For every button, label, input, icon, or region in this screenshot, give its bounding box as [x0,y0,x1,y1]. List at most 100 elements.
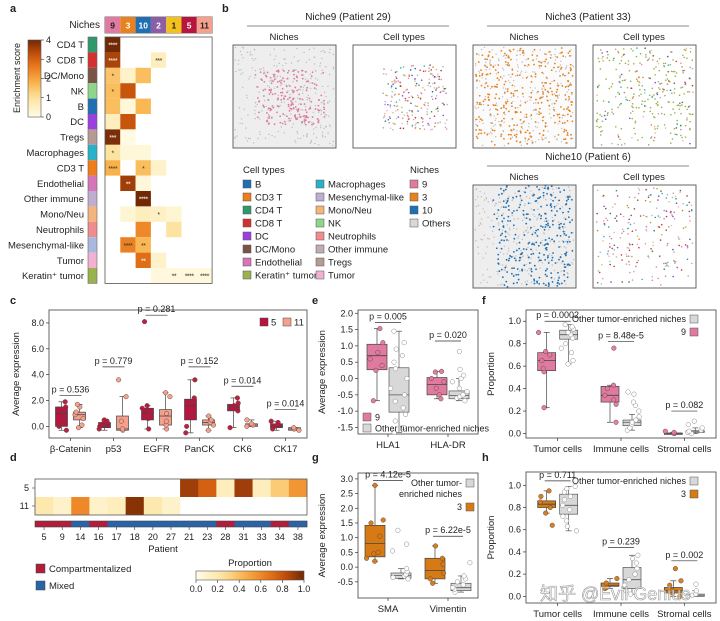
background-cell-dot [553,269,556,272]
niche-cell-dot [544,217,547,220]
niche-cell-dot [551,238,553,241]
background-cell-dot [528,122,530,125]
heatmap-cell [198,479,217,497]
niche-cell-dot [503,137,505,140]
background-cell-dot [267,85,269,87]
heatmap-cell [135,237,151,253]
y-tick-label: 0.2 [508,406,521,416]
row-label: 11 [20,501,29,511]
cell-type-dot [415,84,417,87]
background-cell-dot [327,101,329,103]
niche-cell-dot [295,118,298,120]
niche-cell-dot [512,128,515,131]
cell-type-dot [689,120,691,123]
y-tick-label: 1.5 [340,325,353,335]
data-point [268,418,274,424]
data-point [391,328,397,334]
niche-cell-dot [564,74,566,77]
background-cell-dot [508,227,510,229]
cell-type-dot [682,203,685,205]
niche-cell-dot [281,87,284,90]
background-cell-dot [234,136,236,139]
patient-type-cell [270,521,290,527]
x-tick-label: Tumor cells [533,609,582,620]
background-cell-dot [313,47,315,49]
cell-type-dot [598,126,601,129]
cell-type-dot [631,243,634,246]
niche-cell-dot [509,254,512,257]
niche-cell-dot [298,113,301,116]
cell-type-dot [679,104,681,107]
data-point [235,408,241,414]
cell-type-dot [398,99,401,101]
niche-cell-dot [541,71,544,74]
background-cell-dot [520,70,523,72]
cell-type-dot [665,262,667,265]
niche-cell-dot [521,51,524,54]
cell-type-dot [640,93,642,95]
niche-cell-dot [542,282,545,285]
cell-type-dot [395,77,398,80]
plot-frame [357,472,479,599]
niche-cell-dot [508,209,510,211]
background-cell-dot [264,137,267,139]
background-cell-dot [531,250,534,252]
data-point [163,418,169,424]
patient-label: 21 [184,532,194,542]
row-color-swatch [88,98,97,114]
data-point [467,560,473,566]
niche-cell-dot [537,102,540,104]
cell-type-dot [596,229,599,232]
cell-type-dot [615,215,618,217]
cell-type-dot [414,116,417,119]
background-cell-dot [500,125,502,128]
data-point [377,326,383,332]
background-cell-dot [528,231,530,233]
niche-cell-dot [323,115,326,118]
cell-type-dot [674,262,676,265]
cell-type-dot [659,239,662,241]
niche-cell-dot [273,123,276,126]
y-tick-label: 0.8 [508,339,521,349]
cell-type-dot [682,54,684,57]
niche-cell-dot [551,220,554,222]
niche-cell-dot [495,247,498,250]
cell-type-dot [675,133,678,136]
cell-type-dot [613,244,616,247]
niche-cell-dot [552,223,554,226]
background-cell-dot [536,113,538,115]
niche-cell-dot [545,246,548,249]
cell-type-dot [383,115,386,117]
cell-type-dot [399,85,402,88]
niche-cell-dot [530,75,533,77]
background-cell-dot [518,270,521,272]
niche-cell-dot [501,232,504,235]
background-cell-dot [516,50,519,52]
background-cell-dot [246,51,249,53]
subtitle-niches: Niches [269,32,298,43]
background-cell-dot [309,100,311,102]
niche-cell-dot [538,64,541,67]
background-cell-dot [561,239,564,242]
data-point [291,425,297,431]
cell-type-dot [637,139,639,141]
data-point [190,410,197,416]
data-point [402,392,408,398]
cell-type-dot [646,59,649,62]
cell-type-dot [680,112,682,115]
data-point [567,507,573,513]
niche-header-label-1: 1 [171,21,176,31]
cell-type-dot [690,204,693,206]
cell-type-dot [680,245,683,248]
data-point [460,392,466,398]
background-cell-dot [290,113,292,115]
patient-type-cell [125,521,145,527]
background-cell-dot [557,221,560,223]
data-point [464,389,470,395]
niche-cell-dot [498,270,501,273]
niche-cell-dot [564,266,566,269]
legend-label: Other tumor-enriched niches [572,314,687,324]
cell-type-dot [621,232,623,234]
background-cell-dot [321,134,324,136]
cell-type-dot [678,244,680,247]
